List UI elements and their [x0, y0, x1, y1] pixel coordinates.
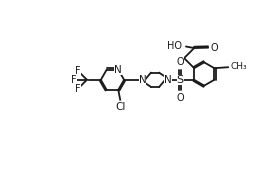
Text: N: N — [115, 65, 122, 75]
Text: F: F — [75, 84, 81, 94]
Text: Cl: Cl — [115, 102, 125, 112]
Text: F: F — [75, 66, 81, 76]
Text: O: O — [176, 57, 184, 67]
Text: CH₃: CH₃ — [230, 62, 247, 71]
Text: O: O — [210, 43, 218, 53]
Text: N: N — [139, 75, 146, 85]
Text: N: N — [164, 75, 172, 85]
Text: HO: HO — [167, 41, 182, 52]
Text: F: F — [72, 75, 77, 85]
Text: S: S — [177, 75, 184, 85]
Text: O: O — [176, 93, 184, 103]
